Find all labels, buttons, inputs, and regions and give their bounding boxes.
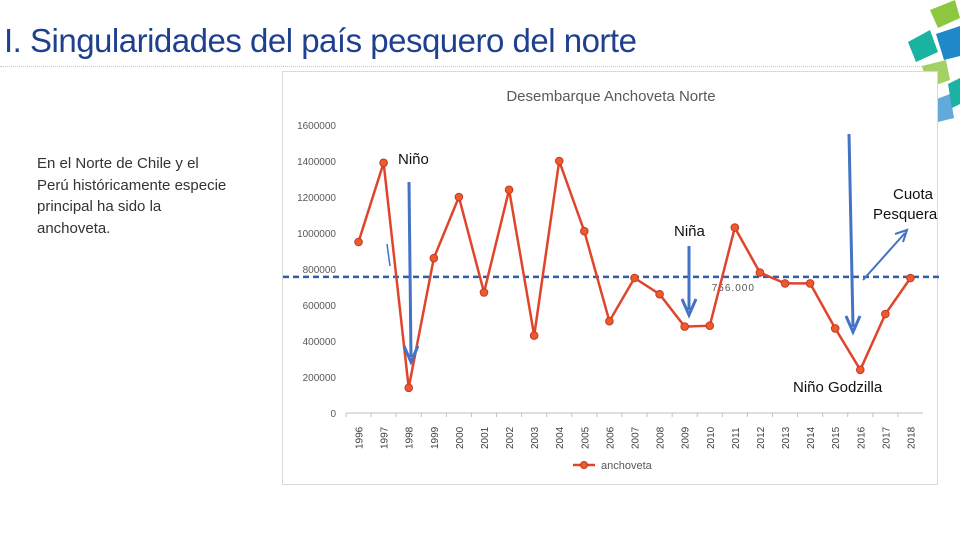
x-tick-label: 2006 xyxy=(605,426,616,449)
arrow-godzilla xyxy=(847,133,855,328)
x-tick-label: 2002 xyxy=(505,426,516,449)
data-point xyxy=(354,237,363,247)
data-point xyxy=(906,273,915,283)
y-tick-label: 0 xyxy=(330,409,336,420)
data-point xyxy=(730,223,740,232)
data-point xyxy=(630,273,639,283)
data-point xyxy=(529,331,539,340)
x-tick-label: 2011 xyxy=(731,427,742,449)
x-tick-label: 1998 xyxy=(405,426,416,449)
annotation-nina: Niña xyxy=(674,223,705,240)
data-point xyxy=(404,383,414,393)
annotation-nino-godzilla: Niño Godzilla xyxy=(793,379,883,396)
data-point xyxy=(830,324,840,333)
body-text: En el Norte de Chile y el Perú histórica… xyxy=(37,155,227,237)
annotation-cuota-line1: Cuota xyxy=(893,186,934,203)
y-tick-label: 1000000 xyxy=(297,229,336,240)
data-point xyxy=(454,192,464,202)
x-tick-label: 1999 xyxy=(430,426,441,449)
data-point xyxy=(605,316,614,326)
data-point xyxy=(780,279,790,288)
y-tick-label: 1600000 xyxy=(297,121,336,132)
legend-label: anchoveta xyxy=(601,460,653,472)
annotation-arrows xyxy=(386,133,909,366)
deco-tile xyxy=(908,30,938,62)
slide-title: I. Singularidades del país pesquero del … xyxy=(4,22,637,59)
data-point xyxy=(554,156,564,166)
data-point xyxy=(755,268,765,277)
x-tick-label: 2018 xyxy=(906,426,917,449)
data-point xyxy=(655,289,664,299)
chart-title: Desembarque Anchoveta Norte xyxy=(506,88,715,105)
reference-label: 756.000 xyxy=(712,283,755,294)
arrow-nina-head xyxy=(680,298,698,319)
annotation-nino: Niño xyxy=(398,151,429,168)
x-axis: 1996 1997 1998 1999 2000 2001 2002 2003 2004 2005… xyxy=(345,413,917,449)
landings-line-chart: Desembarque Anchoveta Norte 0 200000 40000… xyxy=(283,88,939,472)
title-divider xyxy=(0,66,930,67)
x-tick-label: 2000 xyxy=(455,426,466,449)
y-tick-label: 600000 xyxy=(303,301,337,312)
data-point xyxy=(379,158,388,168)
arrow-nino-head xyxy=(402,345,420,366)
x-tick-label: 2013 xyxy=(781,426,792,449)
data-point xyxy=(680,322,689,331)
x-tick-label: 2009 xyxy=(681,426,692,449)
data-point xyxy=(855,365,865,375)
series-markers xyxy=(354,156,915,393)
data-point xyxy=(805,279,815,288)
data-point xyxy=(705,321,715,330)
y-tick-label: 1400000 xyxy=(297,157,336,168)
y-tick-label: 800000 xyxy=(303,265,337,276)
arrow-godzilla-head xyxy=(844,315,862,336)
y-tick-label: 1200000 xyxy=(297,193,336,204)
x-tick-label: 2007 xyxy=(631,426,642,449)
x-tick-label: 2003 xyxy=(530,426,541,449)
data-point xyxy=(881,309,890,319)
data-point xyxy=(504,185,514,195)
x-tick-label: 2008 xyxy=(656,426,667,449)
y-tick-label: 200000 xyxy=(303,373,337,384)
legend-marker xyxy=(580,461,588,469)
y-tick-label: 400000 xyxy=(303,337,337,348)
x-tick-label: 2010 xyxy=(706,426,717,449)
chart-panel: Desembarque Anchoveta Norte 0 200000 40000… xyxy=(282,71,939,485)
arrow-cuota-head xyxy=(894,228,909,243)
x-tick-label: 2016 xyxy=(856,426,867,449)
x-tick-label: 2015 xyxy=(831,426,842,449)
deco-tile xyxy=(930,0,960,28)
x-tick-label: 2014 xyxy=(806,426,817,449)
x-tick-label: 2005 xyxy=(580,426,591,449)
x-tick-label: 2012 xyxy=(756,426,767,449)
data-point xyxy=(429,253,439,263)
arrow-cuota xyxy=(862,232,906,281)
data-point xyxy=(479,288,489,297)
x-tick-label: 2017 xyxy=(881,426,892,449)
x-tick-label: 1996 xyxy=(355,426,366,449)
x-tick-label: 1997 xyxy=(380,426,391,449)
annotation-cuota-line2: Pesquera xyxy=(873,206,938,223)
x-tick-label: 2001 xyxy=(480,426,491,449)
data-point xyxy=(580,226,589,236)
legend: anchoveta xyxy=(573,460,653,472)
deco-tile xyxy=(934,94,954,122)
arrow-small-1997 xyxy=(386,243,391,267)
deco-tile xyxy=(936,26,960,60)
y-axis: 0 200000 400000 600000 800000 1000000 1200000 1… xyxy=(297,121,336,420)
arrow-nino xyxy=(407,181,413,358)
x-tick-label: 2004 xyxy=(555,426,566,449)
